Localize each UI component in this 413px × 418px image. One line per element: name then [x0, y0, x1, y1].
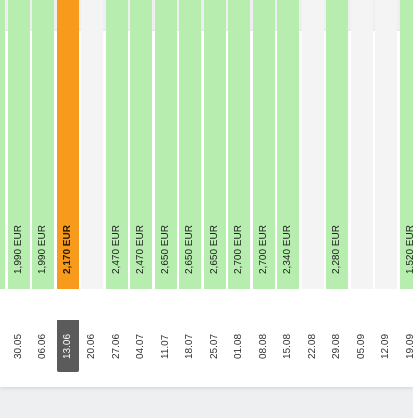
price-label: 2,280 EUR [331, 225, 342, 274]
bar-fill [105, 0, 128, 289]
price-bar [350, 0, 373, 289]
bar-column-15-08[interactable]: 2,340 EUR 15.08 [277, 0, 299, 387]
price-bar [375, 0, 397, 289]
bar-fill [130, 0, 152, 289]
price-label: 2,700 EUR [233, 225, 244, 274]
bar-fill [228, 0, 250, 289]
price-bar: 2,280 EUR [326, 0, 348, 289]
bar-column-13-06[interactable]: 2,170 EUR 13.06 [56, 0, 79, 387]
bar-column-partial[interactable] [0, 0, 5, 387]
bar-fill [154, 0, 177, 289]
bar-column-12-09: 12.09 [375, 0, 397, 387]
bar-column-22-08: 22.08 [301, 0, 324, 387]
price-label: 2,650 EUR [184, 225, 195, 274]
price-bar: 2,470 EUR [105, 0, 128, 289]
date-label: 06.06 [37, 333, 48, 359]
bar-column-01-08[interactable]: 2,700 EUR 01.08 [228, 0, 250, 387]
price-label: 1,990 EUR [37, 225, 48, 274]
bar-fill [32, 0, 54, 289]
price-bar [81, 0, 103, 289]
bar-fill [399, 0, 413, 289]
date-label: 11.07 [159, 334, 171, 359]
price-bar: 1,990 EUR [7, 0, 30, 289]
price-bar: 2,650 EUR [154, 0, 177, 289]
bar-fill [326, 0, 348, 289]
bar-fill [0, 0, 5, 289]
price-bar [301, 0, 324, 289]
bar-column-04-07[interactable]: 2,470 EUR 04.07 [130, 0, 152, 387]
price-bar: 1,520 EUR [399, 0, 413, 289]
price-label: 2,170 EUR [61, 225, 73, 274]
bar-fill [56, 0, 79, 289]
date-label: 20.06 [86, 333, 97, 359]
bar-column-11-07[interactable]: 2,650 EUR 11.07 [154, 0, 177, 387]
price-bar: 1,990 EUR [32, 0, 54, 289]
price-bar: 2,340 EUR [277, 0, 299, 289]
bar-column-06-06[interactable]: 1,990 EUR 06.06 [32, 0, 54, 387]
price-bar [0, 0, 5, 289]
price-bar: 2,650 EUR [179, 0, 201, 289]
price-bar-chart: 1,990 EUR 30.05 1,990 EUR 06.06 2,170 EUR 13.… [0, 0, 413, 387]
price-label: 2,650 EUR [159, 225, 171, 274]
bar-column-05-09: 05.09 [350, 0, 373, 387]
bar-column-18-07[interactable]: 2,650 EUR 18.07 [179, 0, 201, 387]
price-label: 1,990 EUR [12, 225, 24, 274]
price-bar: 2,170 EUR [56, 0, 79, 289]
price-bar: 2,650 EUR [203, 0, 226, 289]
price-label: 2,700 EUR [257, 225, 269, 274]
date-label: 19.09 [404, 333, 413, 359]
price-label: 2,470 EUR [135, 225, 146, 274]
price-label: 2,470 EUR [110, 225, 122, 274]
bar-fill [7, 0, 30, 289]
date-label: 22.08 [306, 333, 318, 359]
bar-column-08-08[interactable]: 2,700 EUR 08.08 [252, 0, 275, 387]
bar-fill [179, 0, 201, 289]
price-label: 2,650 EUR [208, 225, 220, 274]
date-label: 29.08 [331, 333, 342, 359]
bar-column-30-05[interactable]: 1,990 EUR 30.05 [7, 0, 30, 387]
date-label: 04.07 [135, 333, 146, 359]
bar-fill [277, 0, 299, 289]
date-label: 13.06 [61, 333, 73, 359]
price-bar: 2,470 EUR [130, 0, 152, 289]
price-calendar-card: 1,990 EUR 30.05 1,990 EUR 06.06 2,170 EUR 13.… [0, 0, 413, 387]
date-label: 08.08 [257, 333, 269, 359]
date-label: 12.09 [380, 333, 391, 359]
selected-date-highlight [56, 320, 79, 372]
date-label: 25.07 [208, 333, 220, 359]
bar-fill [252, 0, 275, 289]
bar-fill [203, 0, 226, 289]
date-label: 30.05 [12, 333, 24, 359]
price-label: 2,340 EUR [282, 225, 293, 274]
date-label: 18.07 [184, 333, 195, 359]
bar-column-20-06: 20.06 [81, 0, 103, 387]
date-label: 01.08 [233, 333, 244, 359]
bar-column-27-06[interactable]: 2,470 EUR 27.06 [105, 0, 128, 387]
price-bar: 2,700 EUR [252, 0, 275, 289]
date-label: 05.09 [355, 333, 367, 359]
price-bar: 2,700 EUR [228, 0, 250, 289]
date-label: 27.06 [110, 333, 122, 359]
bar-column-29-08[interactable]: 2,280 EUR 29.08 [326, 0, 348, 387]
bar-column-19-09[interactable]: 1,520 EUR 19.09 [399, 0, 413, 387]
bar-column-25-07[interactable]: 2,650 EUR 25.07 [203, 0, 226, 387]
date-label: 15.08 [282, 333, 293, 359]
price-label: 1,520 EUR [404, 225, 413, 274]
